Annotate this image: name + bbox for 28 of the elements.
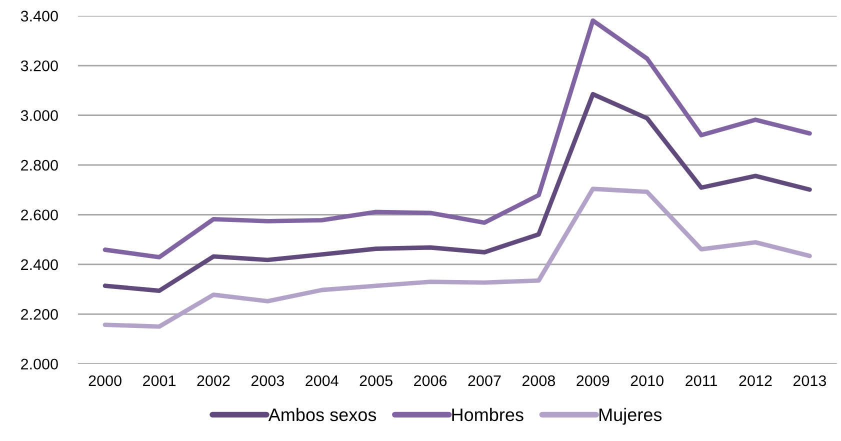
y-tick-label: 2.400 xyxy=(21,259,58,270)
x-tick-label: 2012 xyxy=(739,375,772,386)
x-tick-label: 2005 xyxy=(360,375,392,386)
y-tick-label: 3.200 xyxy=(20,60,58,72)
x-tick-label: 2000 xyxy=(88,375,122,386)
y-tick-label: 3.400 xyxy=(20,10,58,22)
x-tick-label: 2003 xyxy=(251,375,284,386)
y-tick-label: 2.600 xyxy=(21,210,58,220)
legend-label: Hombres xyxy=(452,408,524,422)
x-tick-label: 2006 xyxy=(414,375,447,386)
x-tick-label: 2008 xyxy=(522,375,556,386)
x-tick-label: 2009 xyxy=(576,375,610,386)
y-tick-label: 2.800 xyxy=(21,160,58,171)
x-tick-label: 2010 xyxy=(630,375,664,386)
y-tick-label: 2.000 xyxy=(21,358,58,370)
legend-label: Ambos sexos xyxy=(268,408,376,422)
line-series xyxy=(102,18,812,260)
x-tick-label: 2004 xyxy=(306,375,338,386)
y-tick-label: 2.200 xyxy=(21,308,58,320)
y-tick-label: 3.000 xyxy=(20,110,58,121)
x-tick-label: 2011 xyxy=(686,375,717,386)
line-series xyxy=(102,92,812,293)
line-series xyxy=(102,186,812,329)
x-tick-label: 2001 xyxy=(143,375,176,386)
x-tick-label: 2002 xyxy=(197,375,230,386)
x-tick-label: 2013 xyxy=(793,375,826,386)
legend-label: Mujeres xyxy=(600,408,662,425)
x-tick-label: 2007 xyxy=(468,375,501,386)
